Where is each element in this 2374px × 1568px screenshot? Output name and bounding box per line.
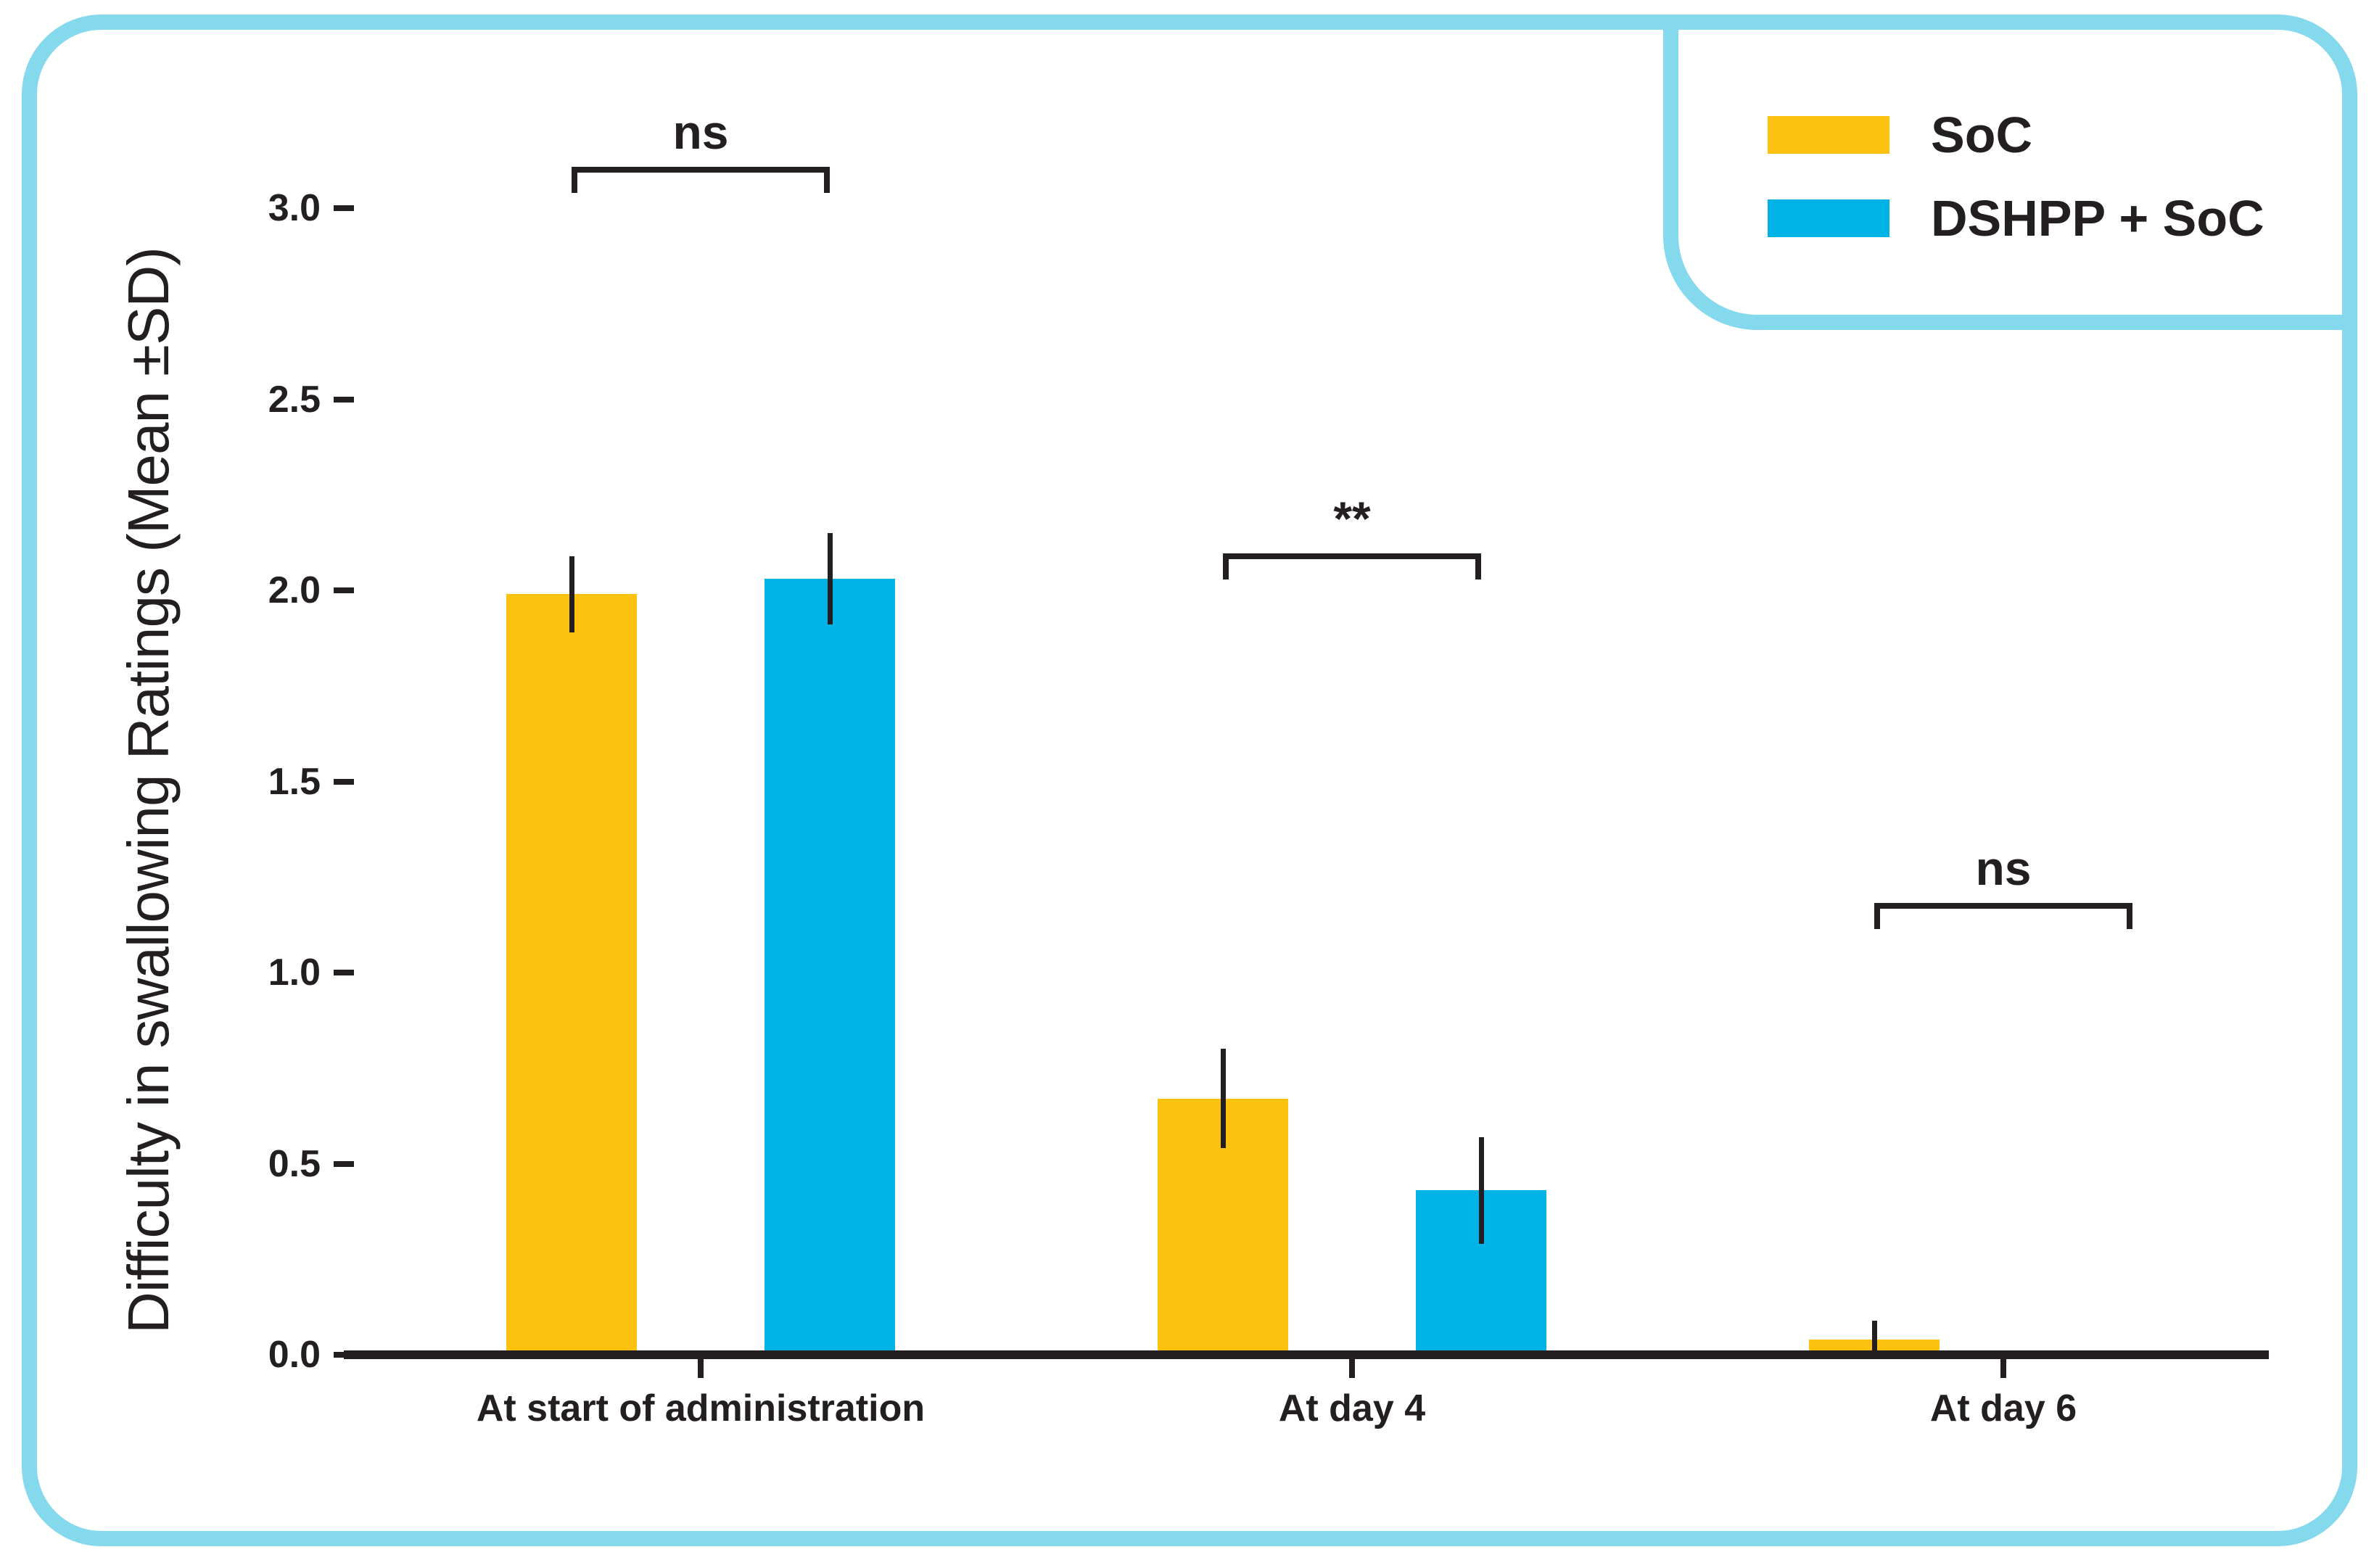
x-tick-mark [698, 1359, 704, 1378]
legend-label: DSHPP + SoC [1931, 190, 2264, 247]
significance-bracket [1874, 903, 2132, 929]
error-bar [1479, 1136, 1484, 1245]
figure-frame-border [22, 15, 2357, 1546]
bar-soc [506, 594, 637, 1355]
significance-label: ** [1333, 492, 1371, 545]
y-tick-label: 2.5 [268, 378, 321, 421]
y-tick-mark [334, 396, 354, 403]
bar-dshpp-soc [764, 579, 895, 1355]
y-tick-label: 0.0 [268, 1334, 321, 1376]
y-tick-mark [334, 205, 354, 211]
y-tick-mark [334, 778, 354, 785]
error-bar [569, 556, 574, 632]
x-axis-line [344, 1350, 2269, 1359]
x-tick-mark [1349, 1359, 1355, 1378]
significance-label: ns [672, 105, 729, 159]
y-tick-label: 3.0 [268, 187, 321, 229]
error-bar [1872, 1320, 1877, 1355]
legend-label: SoC [1931, 107, 2032, 163]
legend-swatch-soc [1768, 116, 1889, 154]
x-tick-mark [2000, 1359, 2006, 1378]
x-category-label: At start of administration [476, 1387, 926, 1429]
y-tick-label: 0.5 [268, 1142, 321, 1185]
legend-box [1663, 30, 2342, 330]
y-tick-label: 1.5 [268, 760, 321, 803]
y-tick-mark [334, 970, 354, 975]
significance-bracket [1223, 553, 1481, 579]
error-bar [828, 532, 833, 625]
significance-bracket [572, 167, 830, 193]
error-bar [1221, 1049, 1226, 1149]
y-tick-label: 1.0 [268, 952, 321, 994]
significance-label: ns [1975, 841, 2032, 895]
x-category-label: At day 4 [1278, 1387, 1426, 1429]
y-tick-label: 2.0 [268, 569, 321, 611]
x-category-label: At day 6 [1929, 1387, 2077, 1429]
y-tick-mark [334, 1160, 354, 1167]
y-tick-mark [334, 587, 354, 593]
legend-swatch-dshpp-soc [1768, 199, 1889, 237]
